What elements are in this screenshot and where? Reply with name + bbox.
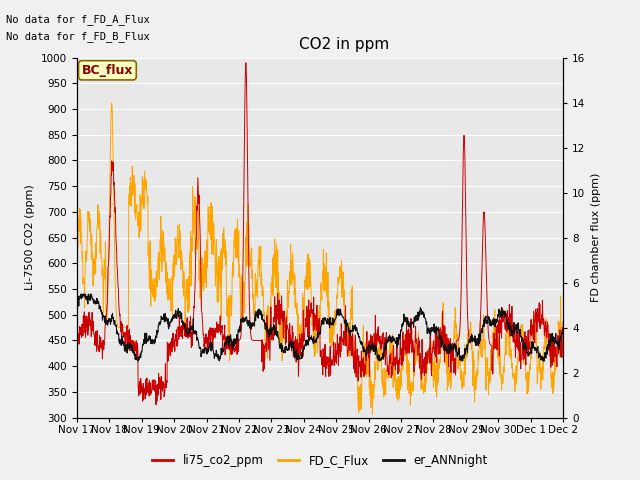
Text: No data for f_FD_B_Flux: No data for f_FD_B_Flux bbox=[6, 31, 150, 42]
Text: No data for f_FD_A_Flux: No data for f_FD_A_Flux bbox=[6, 14, 150, 25]
Title: CO2 in ppm: CO2 in ppm bbox=[299, 37, 390, 52]
Text: BC_flux: BC_flux bbox=[82, 64, 133, 77]
Legend: li75_co2_ppm, FD_C_Flux, er_ANNnight: li75_co2_ppm, FD_C_Flux, er_ANNnight bbox=[147, 449, 493, 472]
Y-axis label: FD chamber flux (ppm): FD chamber flux (ppm) bbox=[591, 173, 601, 302]
Y-axis label: Li-7500 CO2 (ppm): Li-7500 CO2 (ppm) bbox=[26, 185, 35, 290]
